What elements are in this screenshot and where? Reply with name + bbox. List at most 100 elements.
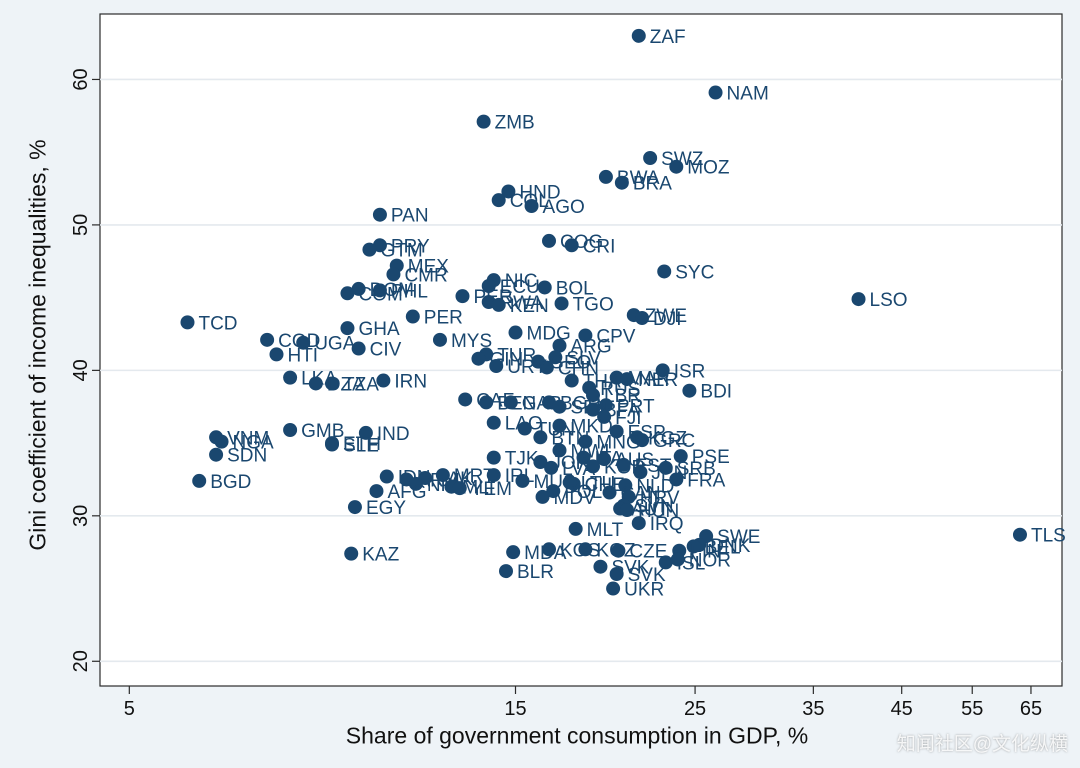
point-label-gha: GHA xyxy=(358,319,400,340)
point-per2 xyxy=(455,289,470,304)
point-cod xyxy=(260,332,275,347)
point-mng xyxy=(578,434,593,449)
point-label-isl: ISL xyxy=(677,553,706,574)
point-pol xyxy=(546,484,561,499)
point-kgz2 xyxy=(578,542,593,557)
point-label-srb: SRB xyxy=(677,459,716,480)
point-gin xyxy=(471,351,486,366)
y-axis: 20 30 40 50 60 xyxy=(70,68,100,672)
point-label-nic: NIC xyxy=(505,271,538,292)
point-label-sle: SLE xyxy=(343,436,379,457)
point-label-bol: BOL xyxy=(556,278,594,299)
point-bgr xyxy=(542,395,557,410)
point-isl xyxy=(658,555,673,570)
point-label-afg: AFG xyxy=(387,482,426,503)
point-label-mwi: MWI xyxy=(571,441,610,462)
point-label-nga: NGA xyxy=(233,433,274,454)
point-label-bfa: BFA xyxy=(604,401,640,422)
point-svk xyxy=(593,559,608,574)
point-label-mkd: MKD xyxy=(571,417,613,438)
y-tick-label-40: 40 xyxy=(70,359,92,381)
point-label-irn: IRN xyxy=(394,372,427,393)
point-label-mys: MYS xyxy=(451,331,492,352)
point-hti xyxy=(269,347,284,362)
y-tick-label-50: 50 xyxy=(70,214,92,236)
point-label-tur: TUR xyxy=(497,345,536,366)
point-isr xyxy=(655,363,670,378)
point-slv xyxy=(548,350,563,365)
point-label-mar: MAR xyxy=(628,369,670,390)
point-mda xyxy=(506,545,521,560)
point-label-bdi: BDI xyxy=(700,382,732,403)
point-gtm xyxy=(362,242,377,257)
point-label-cri: CRI xyxy=(583,236,616,257)
point-label-syc: SYC xyxy=(675,262,714,283)
point-label-rus: RUS xyxy=(600,379,640,400)
point-jor xyxy=(533,455,548,469)
point-label-dnk: DNK xyxy=(710,536,750,557)
point-label-gtm: GTM xyxy=(380,241,422,262)
point-gab xyxy=(503,395,518,410)
point-label-mrt: MRT xyxy=(454,466,495,487)
plot-area xyxy=(99,13,1063,687)
point-label-vnm: VNM xyxy=(227,428,269,449)
point-mdg xyxy=(508,325,523,340)
point-label-mdv: MDV xyxy=(554,488,597,509)
point-label-mli: MLI xyxy=(462,478,494,499)
point-cze xyxy=(611,543,626,558)
point-mwi xyxy=(552,443,567,458)
point-tun xyxy=(517,421,532,436)
point-pry xyxy=(372,238,387,253)
point-ukr xyxy=(606,581,621,596)
point-label-per: PER xyxy=(424,308,463,329)
point-hun xyxy=(620,503,635,517)
x-tick-label-15: 15 xyxy=(504,698,526,720)
point-ner xyxy=(620,372,635,387)
point-label-mng: MNG xyxy=(596,433,640,454)
point-idn xyxy=(379,469,394,484)
point-label-kor: KOR xyxy=(604,457,645,478)
point-label-egy: EGY xyxy=(366,498,406,519)
point-irl xyxy=(486,468,501,483)
point-label-hrv: HRV xyxy=(640,488,680,509)
point-nld xyxy=(618,478,633,493)
point-mys xyxy=(432,332,447,347)
point-label-ecu: ECU xyxy=(500,277,540,298)
point-prt xyxy=(598,398,613,413)
point-label-ago: AGO xyxy=(543,197,585,218)
point-bol xyxy=(537,280,552,295)
point-yem xyxy=(452,481,467,496)
point-sdn xyxy=(209,447,224,462)
point-lka xyxy=(283,370,298,385)
point-tls xyxy=(1012,527,1027,542)
x-tick-label-65: 65 xyxy=(1020,698,1042,720)
point-tcd xyxy=(180,315,195,330)
point-label-moz: MOZ xyxy=(687,158,730,179)
point-gha xyxy=(340,321,355,336)
point-label-hnd: HND xyxy=(519,182,560,203)
point-label-mex: MEX xyxy=(408,257,450,278)
point-label-uga: UGA xyxy=(314,334,356,355)
point-label-eth: ETH xyxy=(343,434,381,455)
point-label-ind: IND xyxy=(377,424,410,445)
point-bra xyxy=(614,175,629,190)
point-label-lso: LSO xyxy=(870,290,908,311)
point-label-nam: NAM xyxy=(727,84,769,105)
point-label-tls: TLS xyxy=(1031,526,1066,547)
point-ben xyxy=(479,395,494,410)
point-syc xyxy=(657,264,672,279)
point-label-prt: PRT xyxy=(617,396,655,417)
point-tza xyxy=(325,376,340,391)
y-tick-label-60: 60 xyxy=(70,68,92,90)
point-label-dji: DJI xyxy=(653,309,682,330)
point-per xyxy=(405,309,420,324)
point-label-sdn: SDN xyxy=(227,446,267,467)
point-bel xyxy=(686,539,701,554)
point-col xyxy=(491,193,506,208)
point-fra xyxy=(669,472,684,487)
point-label-civ: CIV xyxy=(370,340,402,361)
y-tick-label-30: 30 xyxy=(70,505,92,527)
point-label-kaz: KAZ xyxy=(362,545,399,566)
point-mus xyxy=(515,473,530,488)
point-label-isr: ISR xyxy=(674,361,706,382)
